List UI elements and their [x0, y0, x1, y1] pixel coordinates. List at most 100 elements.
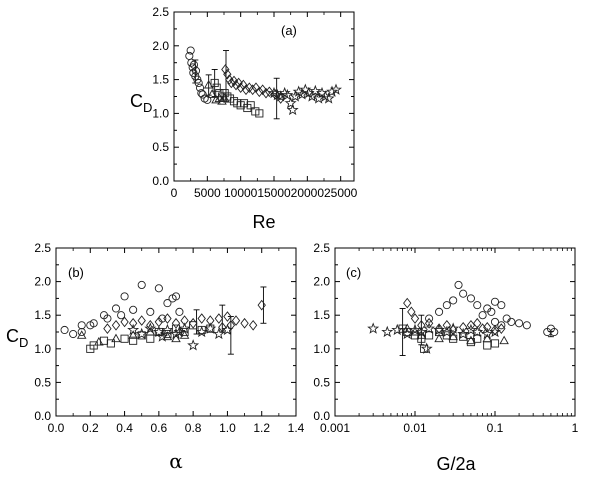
triangle-point [76, 330, 87, 339]
diamond-point [234, 77, 243, 89]
diamond-point [223, 68, 232, 80]
star-point [326, 85, 338, 97]
star-point [284, 96, 297, 109]
plot-b-x-axis-label: α [169, 449, 183, 473]
y-tick-label: 1.5 [152, 73, 169, 87]
x-tick-label: 1.2 [253, 421, 270, 435]
circle-point [146, 307, 155, 316]
x-tick-label: 0.8 [185, 421, 202, 435]
x-tick-label: 20000 [291, 186, 325, 200]
star-point [391, 323, 404, 336]
y-tick-label: 1.0 [152, 106, 169, 120]
y-tick-label: 0.5 [313, 375, 330, 389]
circle-point [203, 95, 212, 104]
diamond-point [261, 87, 271, 99]
x-tick-label: 0.0 [48, 421, 65, 435]
star-point [161, 323, 174, 336]
plot-a-panel-label: (a) [281, 23, 297, 38]
star-point [401, 327, 414, 340]
square-point [490, 339, 500, 348]
star-point [481, 327, 494, 340]
y-tick-label: 2.0 [152, 39, 169, 53]
star-point [423, 322, 436, 334]
diamond-point [206, 315, 215, 326]
star-point [212, 327, 225, 340]
star-point [471, 325, 484, 338]
circle-point [191, 66, 201, 75]
circle-point [77, 327, 86, 337]
diamond-point [442, 319, 452, 331]
diamond-point [103, 323, 112, 334]
square-point [417, 334, 426, 343]
y-tick-label: 2.5 [34, 241, 51, 255]
plot-a-y-axis-label: CD [130, 91, 152, 115]
diamond-point [410, 313, 420, 324]
plot-a-x-axis-label: Re [252, 212, 275, 232]
y-tick-label: 2.0 [313, 275, 330, 289]
star-point [271, 88, 284, 101]
diamond-point [248, 319, 258, 331]
star-point [127, 323, 140, 336]
square-point [180, 327, 189, 337]
star-point [312, 92, 325, 104]
x-tick-label: 0.001 [320, 421, 350, 435]
diamond-point [240, 317, 249, 329]
star-point [173, 325, 186, 338]
x-tick-label: 0.01 [403, 421, 427, 435]
square-point [255, 109, 264, 118]
star-point [178, 322, 191, 334]
circle-point [117, 311, 126, 320]
diamond-point [458, 321, 468, 333]
diamond-point [265, 86, 274, 98]
star-point [135, 327, 148, 340]
y-tick-label: 1.0 [313, 342, 330, 356]
triangle-point [466, 335, 476, 345]
square-point [129, 336, 138, 345]
circle-point [507, 317, 516, 326]
circle-point [186, 46, 195, 55]
y-tick-label: 2.0 [34, 275, 51, 289]
star-point [433, 323, 446, 336]
diamond-point [497, 323, 506, 334]
circle-point [193, 75, 202, 84]
x-tick-label: 0.6 [151, 421, 168, 435]
plot-c: 0.0 0.5 1.0 1.5 2.0 2.5 0.001 0.01 0.1 1 (c) G/2a [313, 241, 578, 474]
y-tick-label: 1.0 [34, 342, 51, 356]
square-point [246, 101, 255, 110]
diamond-point [111, 319, 121, 331]
star-point [286, 103, 299, 116]
plot-b: 0.0 0.5 1.0 1.5 2.0 2.5 0.0 0.2 0.4 0.6 0.8 1.0 1.2 1… [6, 241, 305, 473]
diamond-point [225, 74, 234, 85]
square-point [473, 334, 482, 343]
circle-point [77, 321, 86, 330]
circle-point [171, 292, 181, 301]
x-tick-label: 10000 [224, 186, 258, 200]
x-tick-label: 15000 [257, 186, 291, 200]
diamond-point [258, 84, 267, 96]
star-point [221, 323, 234, 336]
diamond-point [239, 79, 248, 91]
x-tick-label: 1.0 [219, 421, 236, 435]
diamond-point [214, 313, 224, 324]
x-tick-label: 1.4 [288, 421, 305, 435]
triangle-point [448, 331, 458, 341]
circle-point [89, 319, 98, 328]
diamond-point [146, 319, 155, 331]
circle-point [435, 307, 444, 316]
diamond-point [403, 297, 412, 309]
triangle-point [128, 330, 138, 339]
circle-point [163, 299, 172, 308]
square-point [163, 329, 172, 339]
plot-c-x-axis-label: G/2a [436, 454, 476, 474]
circle-point [550, 327, 559, 337]
plot-a: 0.0 0.5 1.0 1.5 2.0 2.5 0 5000 10000 15000 20000 25… [130, 5, 358, 232]
triangle-point [207, 89, 217, 98]
square-point [459, 332, 468, 341]
circle-point [449, 296, 458, 305]
circle-point [195, 83, 205, 92]
square-point [89, 341, 98, 350]
circle-point [425, 314, 434, 323]
x-tick-label: 0.2 [82, 421, 99, 435]
triangle-point [171, 333, 181, 343]
diamond-point [218, 321, 227, 333]
